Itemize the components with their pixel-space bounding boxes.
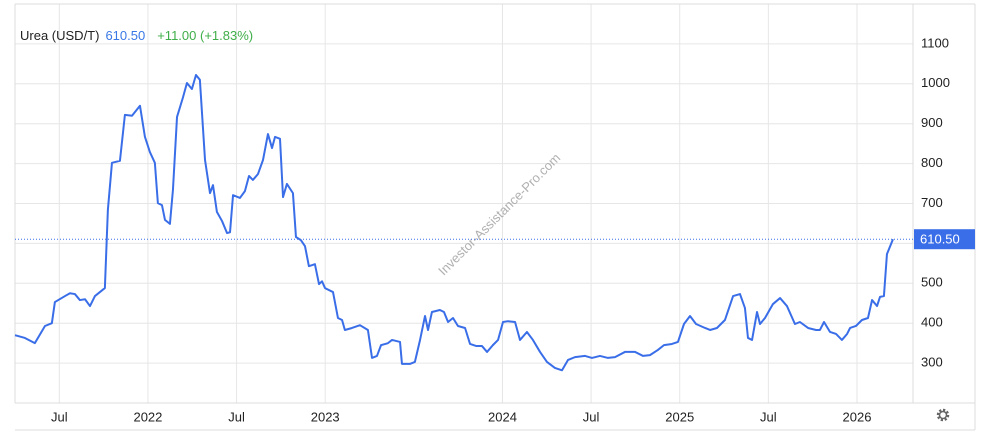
x-tick-label: 2023 — [311, 409, 340, 424]
x-tick-label: 2025 — [665, 409, 694, 424]
settings-button[interactable] — [936, 408, 950, 422]
legend: Urea (USD/T) 610.50 +11.00 (+1.83%) — [20, 28, 253, 43]
gear-teeth[interactable] — [936, 408, 950, 422]
x-tick-label: 2026 — [843, 409, 872, 424]
y-tick-label: 400 — [921, 315, 943, 330]
x-tick-label: Jul — [760, 409, 777, 424]
x-tick-label: 2022 — [133, 409, 162, 424]
y-tick-label: 1100 — [921, 35, 949, 50]
x-tick-label: Jul — [583, 409, 600, 424]
y-tick-label: 700 — [921, 195, 943, 210]
y-tick-label: 900 — [921, 115, 943, 130]
y-tick-label: 800 — [921, 155, 943, 170]
gear[interactable] — [938, 410, 948, 420]
price-line — [14, 74, 894, 372]
last-price-box — [914, 229, 975, 250]
series-name: Urea (USD/T) — [20, 28, 99, 43]
y-tick-label: 1000 — [921, 75, 950, 90]
y-tick-label: 300 — [921, 355, 943, 370]
last-price-label: 610.50 — [920, 232, 960, 247]
x-tick-label: Jul — [51, 409, 68, 424]
grid — [15, 4, 913, 403]
x-tick-label: Jul — [228, 409, 245, 424]
x-tick-label: 2024 — [488, 409, 517, 424]
price-change: +11.00 (+1.83%) — [157, 28, 253, 43]
y-tick-label: 500 — [921, 275, 943, 290]
current-price: 610.50 — [105, 28, 145, 43]
